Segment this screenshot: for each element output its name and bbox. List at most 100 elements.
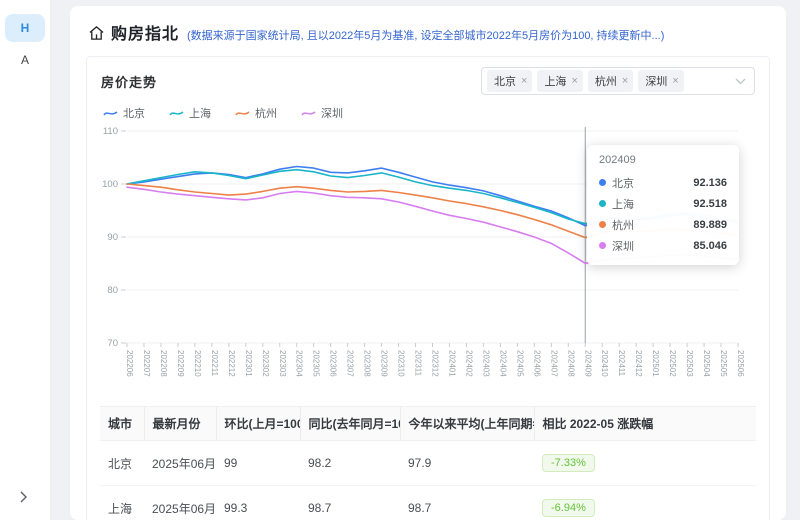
table-row: 上海 2025年06月 99.3 98.7 98.7 -6.94%: [100, 485, 756, 520]
app-header: 购房指北 (数据来源于国家统计局, 且以2022年5月为基准, 设定全部城市20…: [70, 6, 786, 52]
x-axis-label: 202405: [515, 350, 524, 377]
y-axis-label: 70: [107, 338, 118, 349]
panel-title: 房价走势: [101, 74, 158, 90]
x-axis-label: 202304: [295, 350, 304, 377]
city-tag-label: 上海: [544, 76, 567, 88]
x-axis-label: 202206: [125, 350, 134, 377]
x-axis-label: 202403: [481, 350, 490, 377]
table-cell-ytd: 97.9: [400, 440, 534, 486]
x-axis-label: 202407: [549, 350, 558, 377]
city-multiselect[interactable]: 北京 × 上海 × 杭州 × 深圳 ×: [481, 67, 755, 95]
x-axis-label: 202310: [397, 350, 406, 377]
remove-tag-icon[interactable]: ×: [521, 74, 528, 87]
table-cell-ytd: 98.7: [400, 485, 534, 520]
panel-header: 房价走势 北京 × 上海 × 杭州 × 深圳 ×: [87, 57, 769, 99]
legend-label: 深圳: [321, 108, 343, 120]
x-axis-label: 202401: [447, 350, 456, 377]
x-axis-label: 202311: [414, 350, 423, 377]
chevron-right-icon: [20, 491, 27, 503]
legend-item-上海[interactable]: 上海: [169, 105, 211, 121]
city-tag-杭州: 杭州 ×: [587, 70, 634, 92]
x-axis-label: 202211: [210, 350, 219, 377]
x-axis-label: 202207: [142, 350, 151, 377]
legend-label: 上海: [189, 108, 211, 120]
x-axis-label: 202208: [159, 350, 168, 377]
table-header-cell: 环比(上月=100): [215, 406, 300, 441]
x-axis-label: 202212: [227, 350, 236, 377]
remove-tag-icon[interactable]: ×: [672, 74, 679, 87]
x-axis-label: 202505: [719, 350, 728, 377]
series-line-北京[interactable]: [126, 165, 739, 227]
table-row: 北京 2025年06月 99 98.2 97.9 -7.33%: [100, 440, 756, 486]
table-cell-month: 2025年06月: [144, 440, 216, 486]
x-axis-label: 202404: [498, 350, 507, 377]
x-axis-label: 202506: [736, 350, 745, 377]
x-axis-label: 202409: [583, 350, 592, 377]
table-cell-yoy: 98.7: [300, 485, 400, 520]
table-cell-city: 北京: [100, 440, 144, 486]
line-chart[interactable]: 110 100 90 80 70 202206 202207 202208 202209 2022…: [93, 121, 748, 397]
x-axis-label: 202406: [532, 350, 541, 377]
table-cell-yoy: 98.2: [300, 440, 400, 486]
x-axis-label: 202306: [329, 350, 338, 377]
city-tag-北京: 北京 ×: [487, 70, 533, 92]
home-icon: [88, 25, 105, 44]
city-tag-label: 杭州: [594, 76, 617, 88]
y-axis-label: 90: [107, 232, 118, 243]
x-axis-label: 202503: [685, 350, 694, 377]
x-axis-label: 202305: [312, 350, 321, 377]
main-card: 购房指北 (数据来源于国家统计局, 且以2022年5月为基准, 设定全部城市20…: [70, 6, 786, 520]
x-axis-label: 202502: [668, 350, 677, 377]
table-header-cell: 城市: [100, 406, 144, 441]
sidebar-item-A[interactable]: A: [20, 53, 29, 67]
trend-panel: 房价走势 北京 × 上海 × 杭州 × 深圳 × 北京 上海 杭州 深圳 110 100 90 80 70 2…: [86, 56, 770, 520]
x-axis-label: 202209: [176, 350, 185, 377]
series-line-上海[interactable]: [126, 168, 739, 225]
table-cell-change: -7.33%: [534, 440, 756, 486]
remove-tag-icon[interactable]: ×: [621, 74, 629, 87]
table-cell-mom: 99: [216, 440, 300, 486]
change-badge: -7.33%: [542, 454, 595, 472]
legend-line-icon: [103, 110, 118, 115]
city-tag-上海: 上海 ×: [537, 70, 583, 92]
table-cell-mom: 99.3: [216, 485, 300, 520]
x-axis-label: 202410: [600, 350, 609, 377]
sidebar-collapse-toggle[interactable]: [14, 488, 32, 506]
table-header-cell: 相比 2022-05 涨跌幅: [533, 406, 756, 441]
chart-legend: 北京 上海 杭州 深圳: [103, 105, 769, 121]
table-cell-city: 上海: [100, 485, 144, 520]
x-axis-label: 202408: [566, 350, 575, 377]
chevron-down-icon: [735, 74, 746, 88]
x-axis-label: 202307: [346, 350, 355, 377]
y-axis-label: 80: [107, 285, 118, 296]
sidebar-item-H[interactable]: H: [5, 14, 45, 42]
legend-line-icon: [235, 110, 250, 115]
x-axis-label: 202301: [244, 350, 253, 377]
legend-line-icon: [301, 110, 316, 115]
summary-table: 城市最新月份环比(上月=100)同比(去年同月=100)今年以来平均(上年同期=…: [100, 406, 756, 520]
legend-item-深圳[interactable]: 深圳: [301, 105, 343, 121]
table-header-cell: 同比(去年同月=100): [299, 406, 400, 441]
series-line-深圳[interactable]: [126, 186, 739, 265]
x-axis-label: 202504: [702, 350, 711, 377]
x-axis-label: 202312: [431, 350, 440, 377]
legend-item-北京[interactable]: 北京: [103, 105, 145, 121]
page-subtitle: (数据来源于国家统计局, 且以2022年5月为基准, 设定全部城市2022年5月…: [187, 30, 665, 42]
x-axis-label: 202501: [651, 350, 660, 377]
city-tag-深圳: 深圳 ×: [638, 70, 684, 92]
legend-item-杭州[interactable]: 杭州: [235, 105, 277, 121]
x-axis-label: 202402: [464, 350, 473, 377]
table-cell-month: 2025年06月: [144, 485, 216, 520]
remove-tag-icon[interactable]: ×: [571, 74, 578, 87]
city-tag-label: 北京: [494, 76, 516, 88]
legend-line-icon: [169, 110, 184, 115]
legend-label: 北京: [123, 108, 145, 120]
x-axis-label: 202309: [380, 350, 389, 377]
x-axis-label: 202303: [278, 350, 287, 377]
x-axis-label: 202210: [193, 350, 202, 377]
table-header-cell: 今年以来平均(上年同期=100): [399, 406, 534, 441]
y-axis-label: 100: [102, 179, 118, 190]
page-title: 购房指北: [111, 26, 180, 43]
city-tag-label: 深圳: [645, 76, 668, 88]
